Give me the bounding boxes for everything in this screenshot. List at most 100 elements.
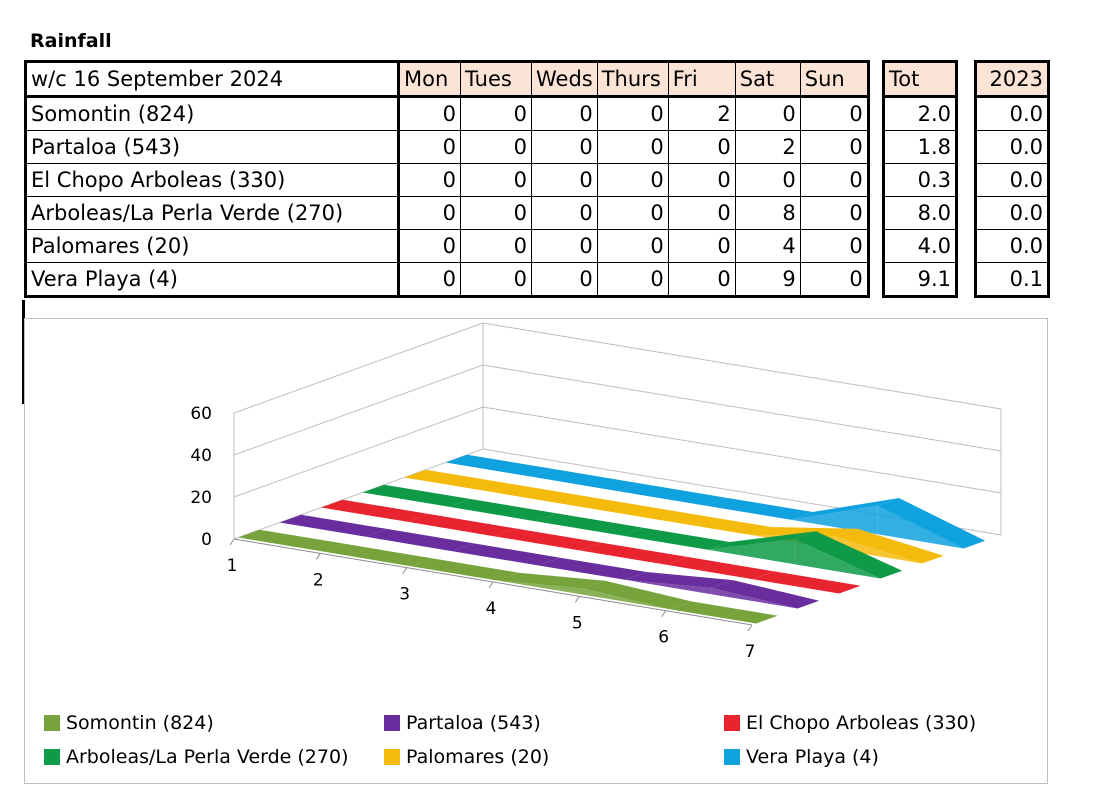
x-tick-label: 2 [313, 570, 324, 590]
page-title: Rainfall [30, 30, 112, 52]
ribbon-segment [404, 469, 513, 492]
rain-value: 0 [460, 96, 532, 131]
header-day: Mon [398, 61, 461, 98]
rain-value: 0 [799, 96, 870, 131]
rain-value: 0 [398, 130, 461, 164]
series-3 [321, 499, 861, 594]
ribbon-segment [445, 454, 554, 477]
legend-item: Arboleas/La Perla Verde (270) [44, 746, 349, 768]
gridline-back [482, 364, 1002, 452]
x-tick-label: 7 [745, 642, 756, 662]
x-tick-mark [574, 596, 580, 603]
station-name: Arboleas/La Perla Verde (270) [25, 196, 400, 230]
y-tick-label: 60 [190, 404, 212, 424]
chart-area: 0 20 40 60 1 2 3 4 5 6 7 [24, 318, 1048, 784]
rainfall-table: w/c 16 September 2024 Mon Tues Weds Thur… [24, 60, 870, 298]
rain-value: 0 [667, 229, 736, 263]
ribbon-segment [497, 572, 606, 589]
legend-label: Vera Playa (4) [746, 746, 879, 768]
gridline-side [233, 322, 484, 414]
gridline-side [233, 364, 484, 456]
ribbon-segment [576, 498, 685, 521]
rain-value: 0 [596, 262, 669, 297]
station-name: Somontin (824) [25, 96, 400, 131]
header-day: Tues [460, 61, 532, 98]
week-label: w/c 16 September 2024 [25, 61, 400, 98]
ribbon-segment [321, 499, 430, 522]
rain-value: 0 [596, 196, 669, 230]
ribbon-segment [238, 529, 347, 552]
prev-year-value: 0.0 [975, 229, 1049, 263]
table-row: 0.0 [975, 196, 1049, 230]
ribbon-segment [835, 528, 944, 564]
table-row: Vera Playa (4) 0 0 0 0 0 9 0 [25, 262, 870, 297]
ribbon-segment [663, 512, 772, 535]
ribbon-face [497, 580, 584, 595]
rain-value: 0 [531, 196, 598, 230]
ribbon-segment [708, 531, 816, 550]
rain-value: 0 [398, 163, 461, 197]
rain-value: 0 [799, 196, 870, 230]
header-day: Weds [531, 61, 598, 98]
rain-value: 0 [734, 96, 801, 131]
ribbon-segment [366, 529, 474, 552]
table-row: 0.0 [975, 96, 1049, 131]
ribbon-segment [532, 469, 640, 492]
legend-swatch [384, 749, 400, 765]
table-row: Palomares (20) 0 0 0 0 0 4 0 [25, 229, 870, 263]
rain-value: 0 [667, 196, 736, 230]
ribbon-segment [410, 558, 519, 581]
rain-value: 0 [667, 262, 736, 297]
table-header-row: 2023 [975, 61, 1049, 98]
header-day: Thurs [596, 61, 669, 98]
gridline-side [233, 406, 484, 498]
station-name: Partaloa (543) [25, 130, 400, 164]
rain-value: 0 [531, 262, 598, 297]
total-value: 4.0 [883, 229, 957, 263]
legend-label: Somontin (824) [66, 712, 214, 734]
ribbon-segment [580, 542, 689, 565]
gridline-back [482, 406, 1002, 494]
ribbon-face [708, 539, 795, 565]
x-tick-label: 4 [486, 599, 497, 619]
ribbon-segment [279, 514, 388, 537]
total-table: Tot 2.0 1.8 0.3 8.0 4.0 9.1 [882, 60, 958, 298]
total-value: 2.0 [883, 96, 957, 131]
legend-swatch [44, 715, 60, 731]
rain-value: 0 [596, 229, 669, 263]
ribbon-segment [490, 484, 599, 507]
rain-value: 2 [734, 130, 801, 164]
previous-year-table: 2023 0.0 0.0 0.0 0.0 0.0 0.1 [974, 60, 1050, 298]
total-value: 8.0 [883, 196, 957, 230]
rain-value: 0 [734, 163, 801, 197]
prev-year-value: 0.0 [975, 196, 1049, 230]
border-line [22, 300, 25, 404]
rain-value: 0 [531, 130, 598, 164]
ribbon-segment [449, 499, 557, 522]
series-5 [404, 469, 944, 564]
ribbon-segment [452, 543, 561, 566]
rain-value: 4 [734, 229, 801, 263]
legend-item: Partaloa (543) [384, 712, 541, 734]
table-row: 0.1 [975, 262, 1049, 297]
rain-value: 0 [799, 130, 870, 164]
prev-year-value: 0.0 [975, 163, 1049, 197]
ribbon-segment [749, 527, 858, 537]
total-value: 1.8 [883, 130, 957, 164]
rain-value: 0 [596, 163, 669, 197]
legend-swatch [724, 715, 740, 731]
table-row: 8.0 [883, 196, 957, 230]
rain-value: 0 [667, 163, 736, 197]
table-row: Somontin (824) 0 0 0 0 2 0 0 [25, 96, 870, 131]
rain-value: 0 [398, 262, 461, 297]
ribbon-segment [704, 497, 813, 520]
x-tick-mark [488, 581, 494, 589]
rainfall-3d-chart: 0 20 40 60 1 2 3 4 5 6 7 [190, 322, 1002, 662]
rain-value: 0 [596, 130, 669, 164]
legend-swatch [384, 715, 400, 731]
ribbon-segment [794, 531, 903, 579]
total-value: 9.1 [883, 262, 957, 297]
legend-label: Partaloa (543) [406, 712, 541, 734]
ribbon-face [791, 505, 878, 535]
legend-item: El Chopo Arboleas (330) [724, 712, 976, 734]
